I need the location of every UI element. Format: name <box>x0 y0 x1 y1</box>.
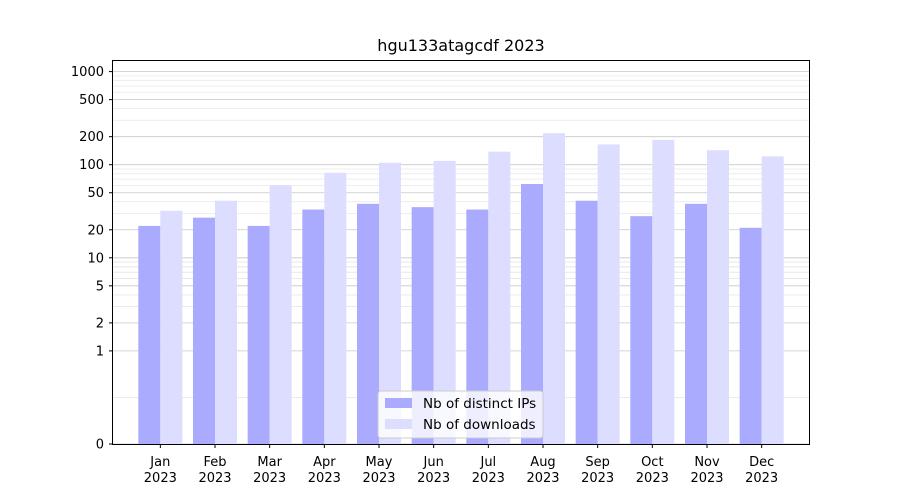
bar-ips-apr <box>302 209 325 444</box>
x-tick-label-year: 2023 <box>144 471 177 486</box>
plot-frame <box>112 60 810 445</box>
x-tick-label-year: 2023 <box>198 471 231 486</box>
bar-ips-jul <box>466 209 489 444</box>
y-tick-label: 1 <box>96 344 104 359</box>
x-tick-label-month: Apr <box>313 455 336 470</box>
bar-downloads-jan <box>160 210 183 444</box>
y-axis: 0 1 2 5 10 20 50 100 200 500 1000 <box>71 65 113 453</box>
x-tick-label-year: 2023 <box>472 471 505 486</box>
x-tick-label-month: Mar <box>257 455 282 470</box>
y-tick-label: 200 <box>79 130 104 145</box>
legend-box <box>377 390 544 439</box>
bar-downloads-jul <box>488 151 511 444</box>
bar-downloads-mar <box>269 185 292 444</box>
y-tick-label: 100 <box>79 158 104 173</box>
x-tick-label-year: 2023 <box>253 471 286 486</box>
chart-title: hgu133atagcdf 2023 <box>377 36 544 55</box>
bar-downloads-jun <box>433 160 456 444</box>
x-tick-label-month: May <box>366 455 393 470</box>
x-tick-label-month: Oct <box>641 455 663 470</box>
y-tick-label: 1000 <box>71 65 104 80</box>
x-tick-label-month: Feb <box>203 455 226 470</box>
x-tick-label-month: Aug <box>530 455 555 470</box>
bar-ips-jan <box>138 225 161 444</box>
legend-swatch-downloads <box>385 419 412 429</box>
x-tick-label-month: Jul <box>479 455 496 470</box>
bar-ips-aug <box>521 184 543 444</box>
bar-downloads-sep <box>597 144 620 444</box>
y-tick-label: 20 <box>87 223 104 238</box>
x-axis: Jan2023Feb2023Mar2023Apr2023May2023Jun20… <box>144 444 778 486</box>
x-tick-label-year: 2023 <box>308 471 341 486</box>
y-tick-label: 5 <box>96 279 104 294</box>
legend-swatch-ips <box>385 398 412 408</box>
y-tick-label: 0 <box>96 438 104 453</box>
x-tick-label-month: Jan <box>149 455 170 470</box>
x-tick-label-year: 2023 <box>417 471 450 486</box>
bar-downloads-oct <box>652 139 675 444</box>
y-tick-label: 10 <box>87 251 104 266</box>
bars <box>138 133 784 445</box>
x-tick-label-month: Dec <box>749 455 774 470</box>
x-tick-label-year: 2023 <box>581 471 614 486</box>
bar-ips-dec <box>739 227 762 444</box>
bar-downloads-feb <box>215 200 237 444</box>
bar-ips-sep <box>575 200 598 444</box>
bar-downloads-dec <box>761 156 784 444</box>
bar-ips-feb <box>193 217 215 444</box>
x-tick-label-year: 2023 <box>690 471 723 486</box>
x-tick-label-year: 2023 <box>636 471 669 486</box>
x-tick-label-month: Jun <box>423 455 444 470</box>
bar-downloads-nov <box>707 150 729 444</box>
legend: Nb of distinct IPs Nb of downloads <box>377 390 544 439</box>
bar-downloads-apr <box>324 172 347 445</box>
x-tick-label-year: 2023 <box>745 471 778 486</box>
y-tick-label: 500 <box>79 93 104 108</box>
y-tick-label: 50 <box>87 186 104 201</box>
x-tick-label-year: 2023 <box>526 471 559 486</box>
bar-ips-mar <box>247 225 270 444</box>
bar-downloads-may <box>379 162 401 444</box>
bar-ips-nov <box>685 203 707 444</box>
legend-label-ips: Nb of distinct IPs <box>423 396 536 412</box>
legend-label-downloads: Nb of downloads <box>423 417 536 433</box>
bar-ips-jun <box>411 207 434 444</box>
x-tick-label-month: Sep <box>585 455 610 470</box>
y-tick-label: 2 <box>96 316 104 331</box>
x-tick-label-month: Nov <box>694 455 720 470</box>
bar-downloads-aug <box>543 133 565 444</box>
bar-ips-may <box>357 203 379 444</box>
bar-ips-oct <box>630 216 653 444</box>
x-tick-label-year: 2023 <box>362 471 395 486</box>
